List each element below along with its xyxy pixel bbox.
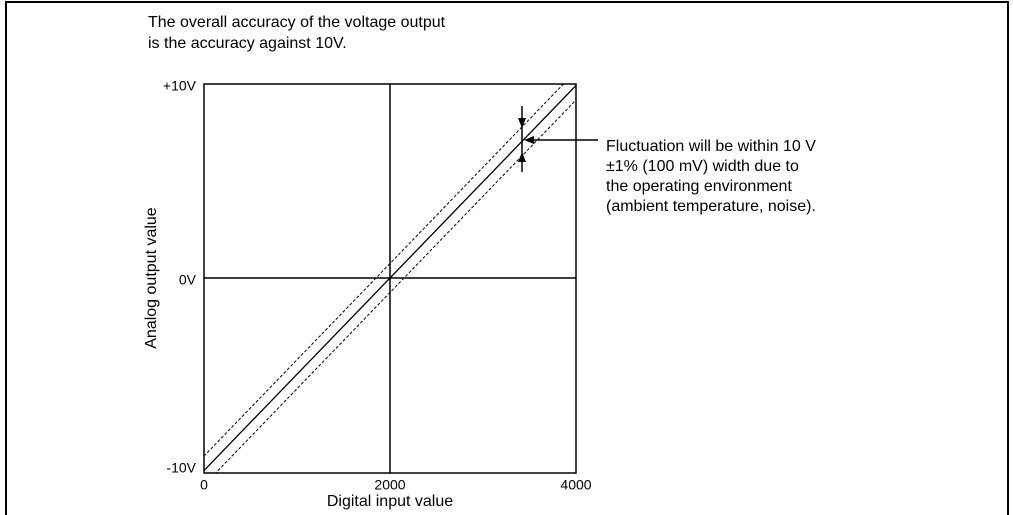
fluctuation-marker xyxy=(518,106,598,172)
x-tick-label: 0 xyxy=(200,477,208,493)
ideal-line xyxy=(204,84,576,472)
y-tick-label: -10V xyxy=(166,460,196,476)
lower-limit xyxy=(214,99,576,473)
lines xyxy=(204,84,576,473)
frame xyxy=(5,1,1009,515)
x-axis-label: Digital input value xyxy=(327,493,453,510)
note-line: The overall accuracy of the voltage outp… xyxy=(148,14,446,31)
note-line: is the accuracy against 10V. xyxy=(148,35,347,52)
x-tick-label: 2000 xyxy=(374,477,405,493)
y-tick-label: +10V xyxy=(163,78,197,94)
annotation-line: the operating environment xyxy=(606,178,792,195)
annotation-line: Fluctuation will be within 10 V xyxy=(606,138,816,155)
annotation-line: (ambient temperature, noise). xyxy=(606,198,816,215)
annotation-line: ±1% (100 mV) width due to xyxy=(606,158,799,175)
y-tick-label: 0V xyxy=(179,272,197,288)
upper-limit xyxy=(204,84,565,457)
y-axis-label: Analog output value xyxy=(143,207,160,349)
x-tick-label: 4000 xyxy=(560,477,591,493)
